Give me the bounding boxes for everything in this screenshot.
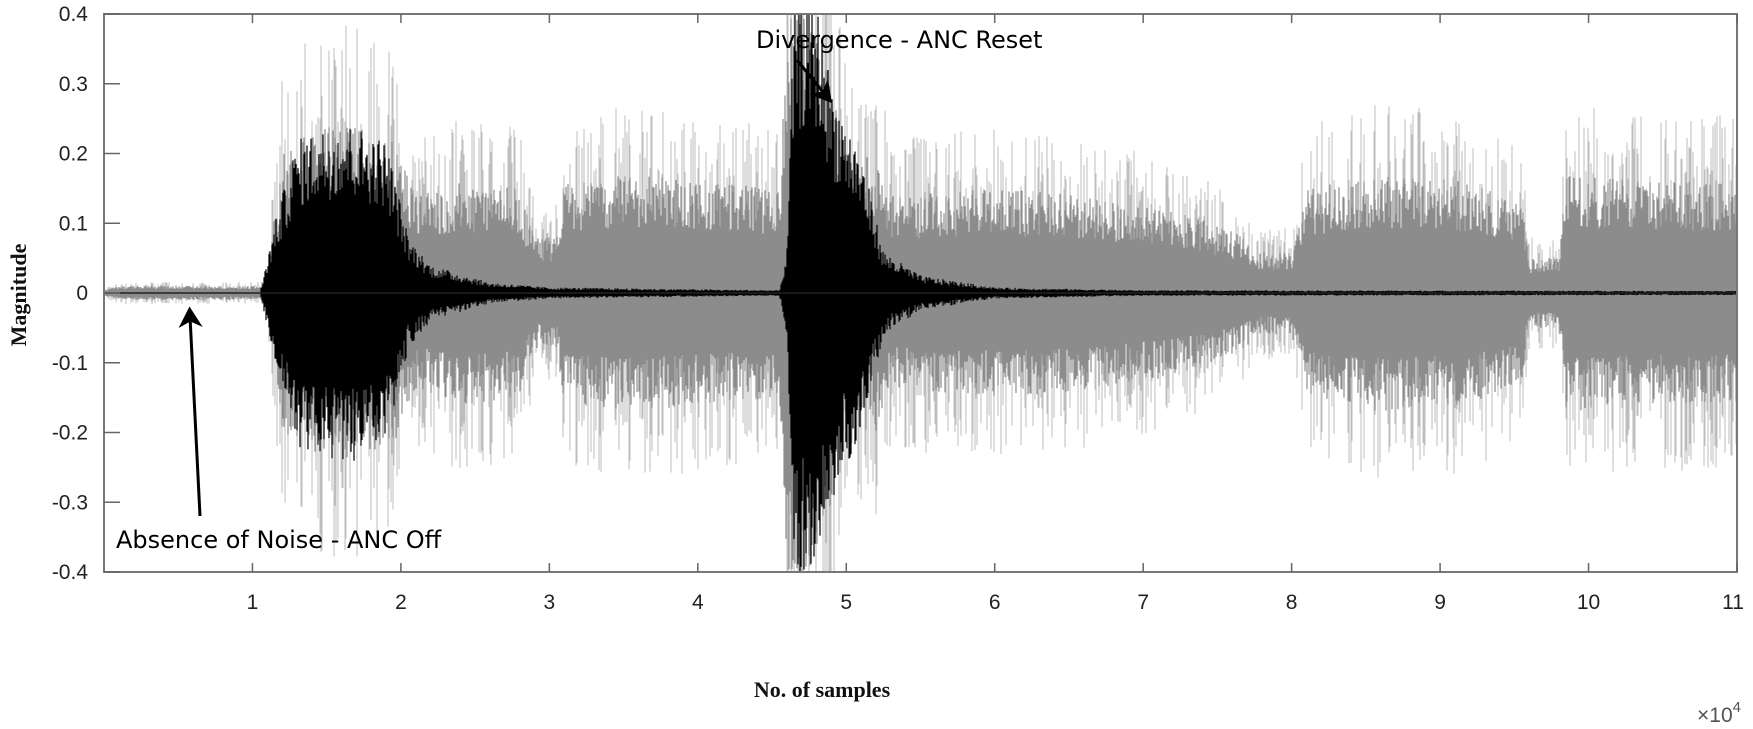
y-tick-label: -0.3	[52, 491, 88, 514]
y-axis-label: Magnitude	[6, 243, 31, 346]
x-tick-label: 3	[544, 591, 556, 614]
x-tick-label: 7	[1137, 591, 1149, 614]
x-multiplier-exp: 4	[1733, 699, 1741, 716]
x-tick-label: 9	[1434, 591, 1446, 614]
x-tick-label: 11	[1722, 591, 1744, 614]
x-multiplier-base: ×10	[1697, 704, 1733, 727]
x-tick-label: 10	[1577, 591, 1600, 614]
annotation-divergence: Divergence - ANC Reset	[756, 26, 1042, 54]
annotation-arrow-absence	[178, 306, 203, 517]
x-tick-label: 5	[840, 591, 852, 614]
x-tick-label: 4	[692, 591, 704, 614]
ticks	[104, 13, 1738, 573]
y-tick-label: 0	[76, 282, 88, 305]
tick-labels: 1 2 3 4 5 6 7 8 9 10 11 0.4 0.3 0.2 0.1 0 -0.1 -0.2 -0.3 -0…	[52, 3, 1744, 614]
x-axis-label: No. of samples	[754, 677, 891, 702]
x-tick-label: 6	[989, 591, 1001, 614]
y-tick-label: 0.2	[59, 143, 88, 166]
annotation-arrow-divergence	[795, 59, 832, 104]
series-layer	[104, 14, 1737, 572]
y-tick-label: -0.4	[52, 561, 89, 584]
x-tick-label: 2	[395, 591, 407, 614]
x-tick-label: 1	[247, 591, 259, 614]
annotation-absence: Absence of Noise - ANC Off	[116, 526, 442, 554]
y-tick-label: 0.3	[59, 73, 88, 96]
x-axis-multiplier: ×104	[1697, 699, 1741, 727]
y-tick-label: -0.1	[52, 352, 88, 375]
y-tick-label: 0.1	[59, 212, 88, 235]
y-tick-label: -0.2	[52, 422, 88, 445]
x-tick-label: 8	[1286, 591, 1298, 614]
y-tick-label: 0.4	[59, 3, 89, 26]
